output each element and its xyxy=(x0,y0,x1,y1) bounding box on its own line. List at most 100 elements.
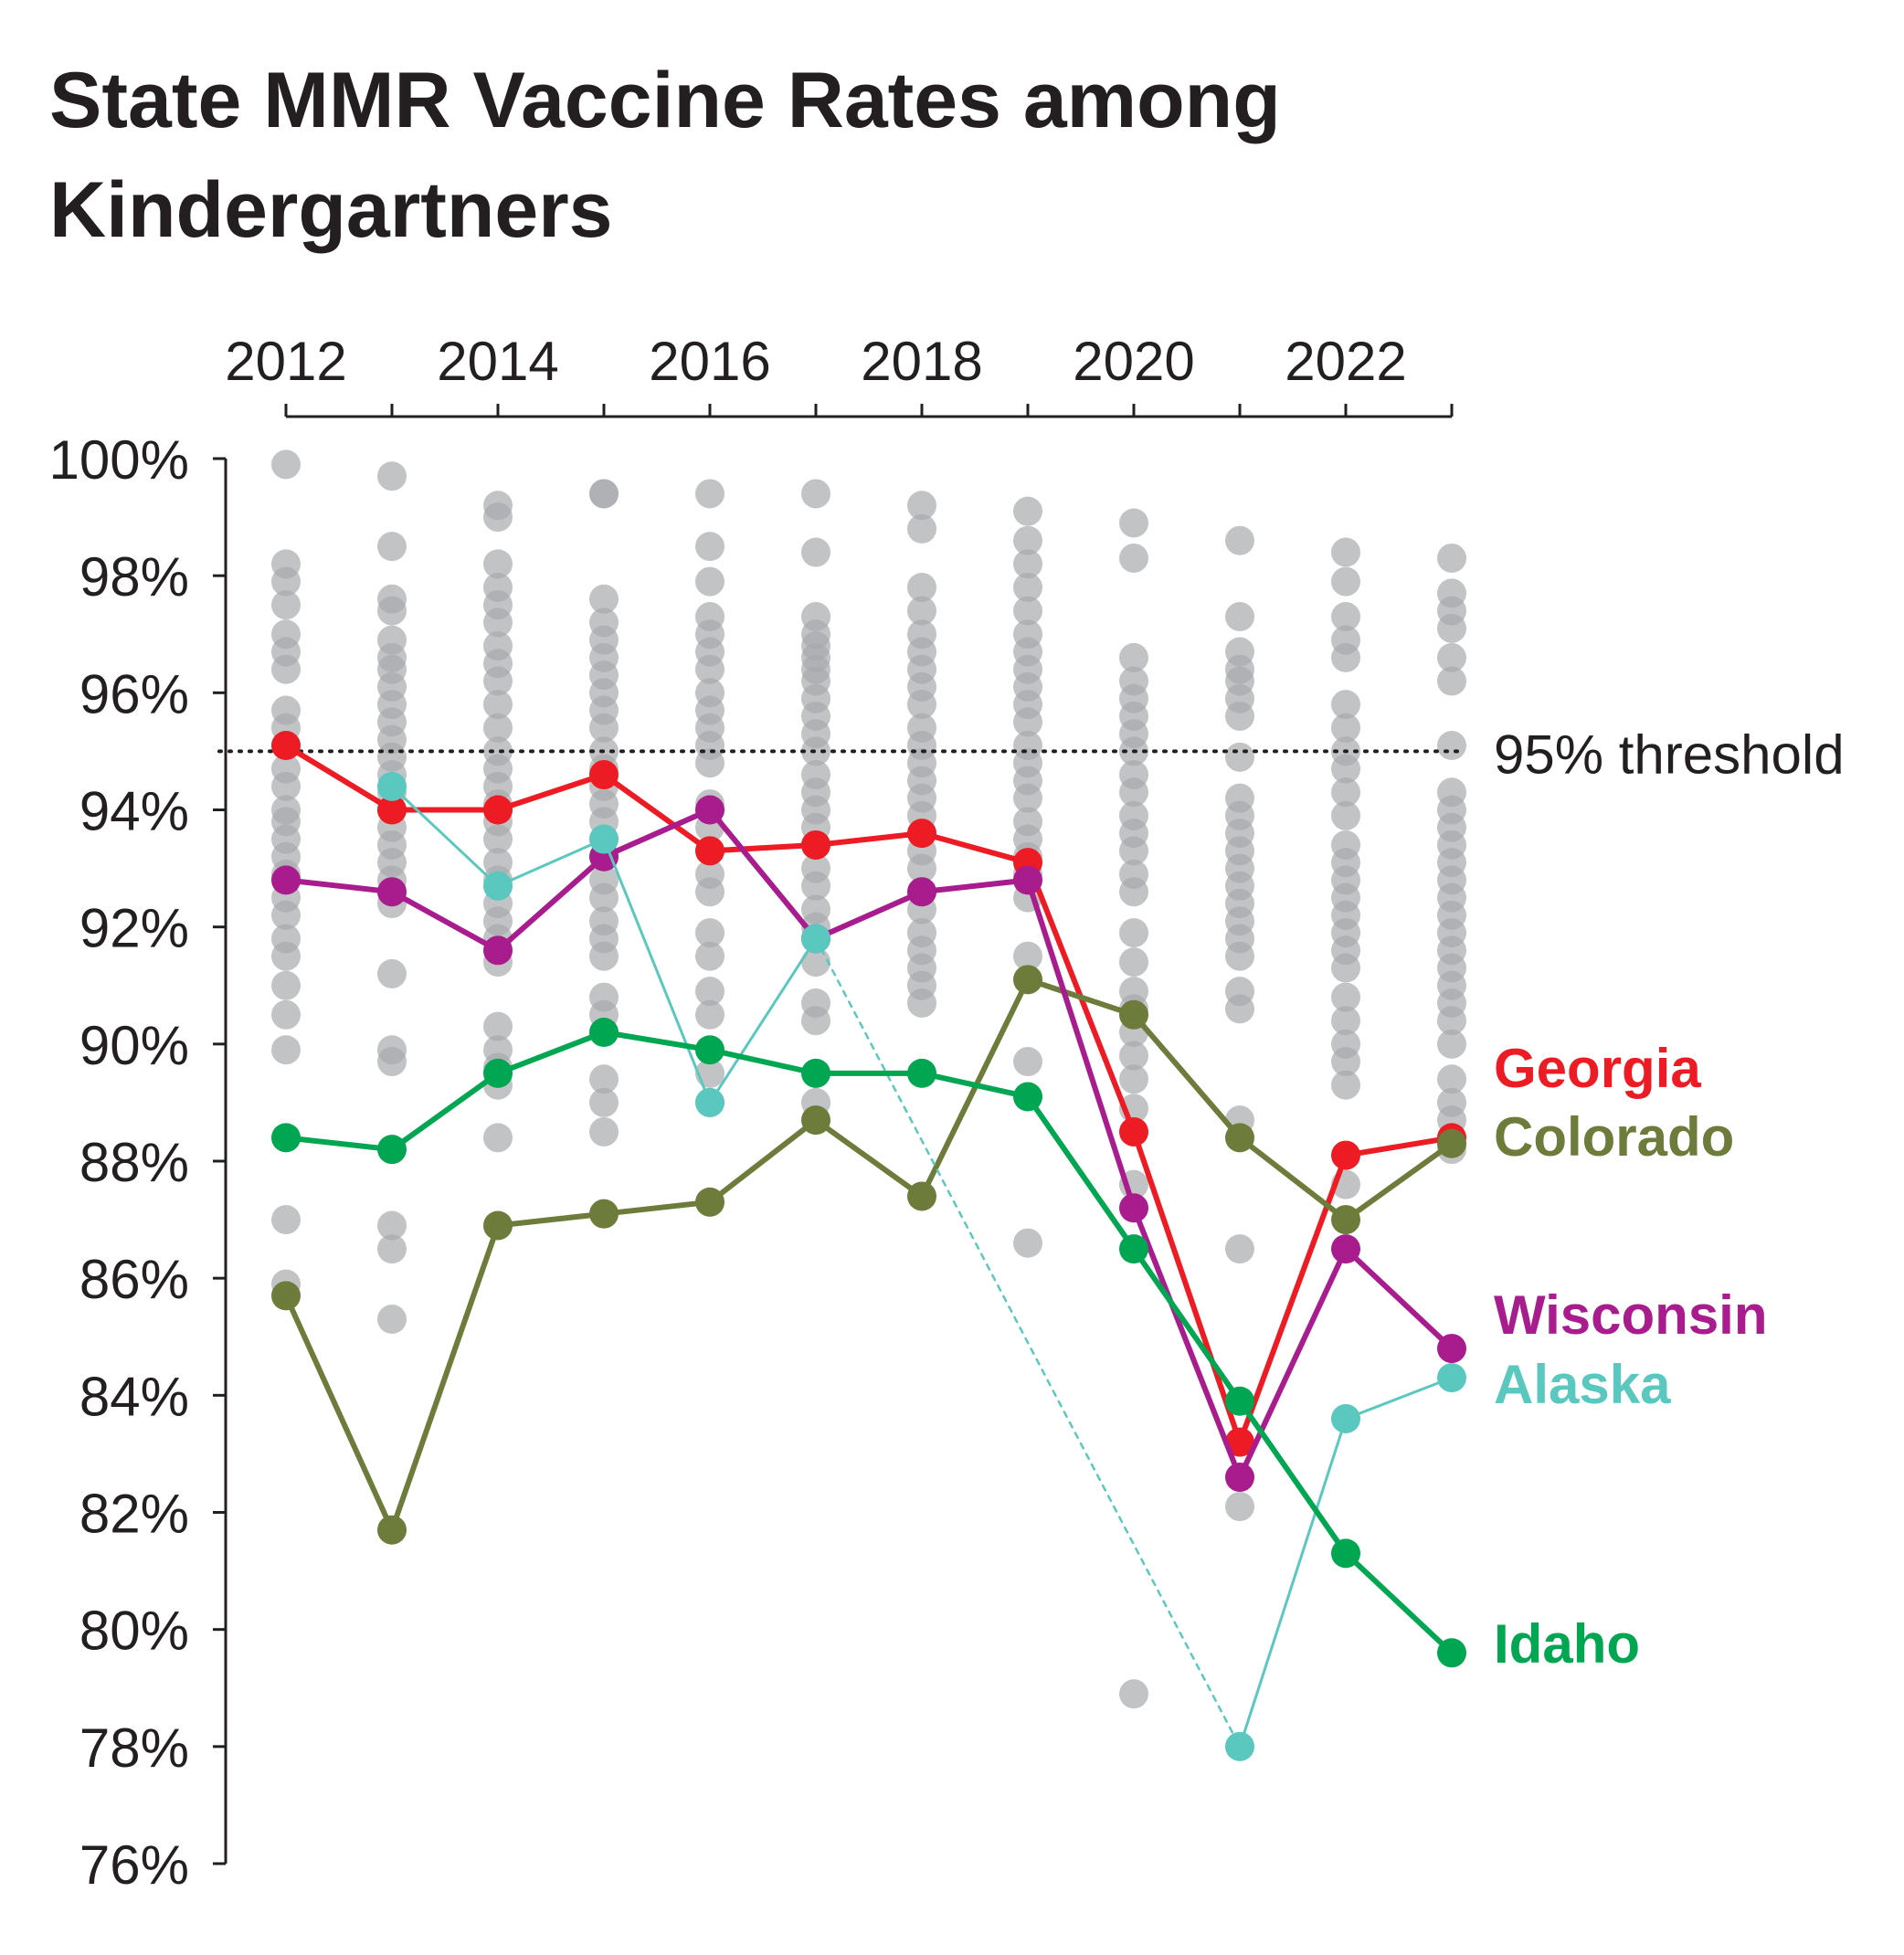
background-state-point-2023-6 xyxy=(1437,731,1466,761)
data-point-wisconsin-2018 xyxy=(907,877,936,907)
data-point-georgia-2015 xyxy=(589,760,619,790)
series-line-georgia-2018-2019 xyxy=(919,830,1031,866)
background-state-point-2015-21 xyxy=(589,941,619,971)
background-state-point-2022-0 xyxy=(1331,537,1360,567)
background-state-point-2019-4 xyxy=(1013,596,1042,626)
background-state-point-2019-1 xyxy=(1013,525,1042,555)
background-state-point-2014-1 xyxy=(483,502,513,533)
y-tick-label-84: 84% xyxy=(79,1366,189,1427)
background-state-point-2022-19 xyxy=(1331,982,1360,1012)
series-line-alaska-2022-2023 xyxy=(1344,1376,1454,1421)
background-state-point-2015-9 xyxy=(589,713,619,743)
background-state-point-2015-26 xyxy=(589,1116,619,1147)
series-label-georgia: Georgia xyxy=(1494,1038,1701,1099)
background-state-point-2012-18 xyxy=(271,900,301,930)
background-state-point-2023-22 xyxy=(1437,1064,1466,1094)
data-point-colorado-2023 xyxy=(1437,1128,1466,1158)
data-point-wisconsin-2013 xyxy=(377,877,407,907)
background-state-point-2022-1 xyxy=(1331,566,1360,597)
data-point-georgia-2014 xyxy=(483,795,513,825)
data-point-wisconsin-2020 xyxy=(1119,1193,1148,1223)
data-point-alaska-2014 xyxy=(483,871,513,901)
data-point-alaska-2016 xyxy=(695,1087,725,1117)
series-line-colorado-2012-2013 xyxy=(283,1293,395,1533)
series-line-wisconsin-2016-2017 xyxy=(707,807,819,942)
y-tick-label-80: 80% xyxy=(79,1601,189,1662)
data-point-georgia-2020 xyxy=(1119,1116,1148,1147)
background-state-point-2014-2 xyxy=(483,549,513,579)
background-state-point-2014-23 xyxy=(483,1011,513,1041)
series-line-wisconsin-2015-2016 xyxy=(601,807,713,860)
data-point-idaho-2014 xyxy=(483,1058,513,1088)
background-state-point-2015-2 xyxy=(589,584,619,614)
background-state-point-2018-0 xyxy=(907,491,936,521)
background-state-point-2022-18 xyxy=(1331,953,1360,983)
data-point-wisconsin-2023 xyxy=(1437,1334,1466,1364)
background-state-point-2020-21 xyxy=(1119,1064,1148,1094)
background-state-point-2020-9 xyxy=(1119,777,1148,808)
background-state-point-2020-20 xyxy=(1119,1041,1148,1071)
background-state-point-2017-0 xyxy=(801,479,830,509)
y-tick-label-88: 88% xyxy=(79,1132,189,1193)
background-state-point-2012-3 xyxy=(271,590,301,620)
background-state-point-2012-2 xyxy=(271,566,301,597)
background-state-point-2013-24 xyxy=(377,1210,407,1241)
background-state-point-2016-0 xyxy=(695,479,725,509)
series-line-idaho-2020-2021 xyxy=(1131,1246,1243,1404)
series-line-colorado-2017-2018 xyxy=(813,1117,925,1199)
background-state-point-2017-18 xyxy=(801,871,830,901)
series-line-alaska-2017-2021 xyxy=(814,937,1242,1749)
background-state-point-2022-5 xyxy=(1331,690,1360,720)
x-tick-label-2016: 2016 xyxy=(649,331,770,392)
background-state-point-2019-20 xyxy=(1013,941,1042,971)
data-point-wisconsin-2012 xyxy=(271,865,301,895)
series-line-georgia-2015-2016 xyxy=(601,772,713,854)
background-state-point-2022-22 xyxy=(1331,1047,1360,1077)
background-state-point-2015-25 xyxy=(589,1087,619,1117)
series-line-georgia-2012-2013 xyxy=(283,743,395,813)
background-state-point-2021-7 xyxy=(1225,742,1254,772)
data-point-colorado-2020 xyxy=(1119,999,1148,1030)
background-state-point-2012-0 xyxy=(271,449,301,480)
series-line-alaska-2021-2022 xyxy=(1238,1417,1348,1749)
data-point-colorado-2016 xyxy=(695,1187,725,1217)
data-point-georgia-2021 xyxy=(1225,1427,1254,1457)
series-line-idaho-2022-2023 xyxy=(1343,1550,1454,1656)
data-point-colorado-2015 xyxy=(589,1199,619,1229)
data-point-colorado-2017 xyxy=(801,1105,830,1136)
background-state-point-2023-3 xyxy=(1437,613,1466,643)
y-tick-label-96: 96% xyxy=(79,663,189,724)
series-line-wisconsin-2021-2022 xyxy=(1237,1246,1349,1481)
background-state-point-2018-2 xyxy=(907,572,936,602)
background-state-point-2019-14 xyxy=(1013,783,1042,813)
background-state-point-2019-3 xyxy=(1013,572,1042,602)
data-point-idaho-2013 xyxy=(377,1135,407,1165)
background-state-point-2016-1 xyxy=(695,532,725,562)
background-state-point-2016-16 xyxy=(695,877,725,907)
data-point-alaska-2015 xyxy=(589,824,619,854)
series-line-wisconsin-2014-2015 xyxy=(495,853,607,954)
series-line-georgia-2020-2021 xyxy=(1131,1128,1243,1445)
background-state-point-2021-21 xyxy=(1225,1234,1254,1264)
series-line-wisconsin-2022-2023 xyxy=(1343,1246,1454,1352)
series-line-colorado-2018-2019 xyxy=(919,977,1031,1199)
background-state-point-2014-27 xyxy=(483,1123,513,1153)
series-line-georgia-2017-2018 xyxy=(813,830,925,848)
background-state-point-2014-5 xyxy=(483,608,513,638)
background-state-point-2023-5 xyxy=(1437,666,1466,696)
x-tick-label-2020: 2020 xyxy=(1073,331,1194,392)
background-state-point-2016-20 xyxy=(695,999,725,1030)
data-point-georgia-2022 xyxy=(1331,1140,1360,1170)
data-point-idaho-2016 xyxy=(695,1035,725,1065)
data-point-alaska-2023 xyxy=(1437,1363,1466,1393)
background-state-point-2021-22 xyxy=(1225,1492,1254,1522)
background-state-point-2023-21 xyxy=(1437,1029,1466,1059)
background-state-point-2021-0 xyxy=(1225,525,1254,555)
data-point-georgia-2018 xyxy=(907,819,936,849)
background-state-point-2022-6 xyxy=(1331,713,1360,743)
data-point-idaho-2017 xyxy=(801,1058,830,1088)
background-state-point-2013-21 xyxy=(377,958,407,988)
data-point-idaho-2015 xyxy=(589,1018,619,1048)
series-line-idaho-2015-2016 xyxy=(601,1030,713,1053)
